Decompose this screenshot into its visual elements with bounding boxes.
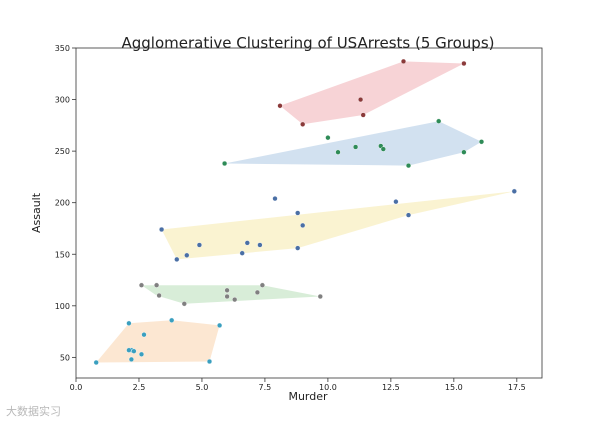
- data-point: [206, 358, 213, 365]
- plot-area: 0.0 2.5 5.0 7.5 10.0 12.5 15.0 17.5 50 100 150 200…: [55, 44, 543, 392]
- cluster-points: [93, 58, 517, 366]
- data-point: [128, 356, 135, 363]
- data-point: [277, 103, 283, 109]
- data-point: [317, 293, 323, 300]
- data-point: [393, 199, 399, 205]
- data-point: [436, 118, 442, 124]
- x-tick-label: 5.0: [196, 383, 209, 392]
- x-tick-label: 17.5: [508, 383, 526, 392]
- data-point: [511, 188, 517, 194]
- watermark-text: 大数据实习: [6, 405, 61, 418]
- data-point: [405, 163, 412, 169]
- cluster-hull-4: [141, 285, 321, 304]
- cluster-hull-3: [161, 191, 515, 260]
- data-point: [138, 282, 145, 288]
- y-axis-label: Assault: [30, 192, 43, 233]
- chart-title: Agglomerative Clustering of USArrests (5…: [122, 34, 495, 52]
- y-tick-label: 350: [55, 44, 70, 53]
- data-point: [232, 297, 238, 303]
- data-point: [184, 252, 190, 258]
- data-point: [156, 292, 162, 299]
- plot-frame: [75, 47, 543, 379]
- y-tick-label: 100: [55, 302, 70, 311]
- x-tick-label: 0.0: [70, 383, 83, 392]
- data-point: [405, 212, 412, 218]
- data-point: [174, 256, 180, 263]
- y-tick-label: 50: [60, 353, 70, 362]
- data-point: [295, 245, 301, 251]
- cluster-hull-5: [96, 320, 220, 363]
- y-axis-ticks: 50 100 150 200 250 300 350: [55, 44, 76, 362]
- data-point: [461, 149, 467, 155]
- y-tick-label: 150: [55, 250, 70, 259]
- data-point: [131, 348, 137, 354]
- data-point: [169, 317, 175, 323]
- data-point: [325, 135, 331, 141]
- data-point: [181, 301, 187, 307]
- data-point: [126, 347, 132, 353]
- data-point: [244, 240, 250, 246]
- data-point: [239, 250, 245, 256]
- data-point: [360, 112, 366, 118]
- data-point: [141, 332, 147, 338]
- data-point: [224, 293, 230, 300]
- x-tick-label: 2.5: [133, 383, 146, 392]
- data-point: [300, 121, 306, 127]
- data-point: [126, 320, 132, 326]
- data-point: [93, 359, 99, 366]
- data-point: [478, 139, 485, 145]
- data-point: [154, 282, 160, 288]
- data-point: [224, 287, 230, 293]
- data-point: [353, 144, 359, 150]
- y-tick-label: 250: [55, 147, 70, 156]
- data-point: [272, 196, 278, 202]
- data-point: [335, 149, 341, 155]
- x-axis-ticks: 0.0 2.5 5.0 7.5 10.0 12.5 15.0 17.5: [70, 378, 526, 392]
- x-tick-label: 7.5: [259, 383, 272, 392]
- y-tick-label: 300: [55, 96, 70, 105]
- x-axis-label: Murder: [288, 390, 328, 403]
- cluster-hull-2: [224, 121, 482, 166]
- x-tick-label: 15.0: [445, 383, 463, 392]
- data-point: [159, 226, 165, 233]
- cluster-hull-1: [280, 61, 464, 125]
- data-point: [358, 96, 364, 103]
- data-point: [222, 160, 228, 167]
- data-point: [254, 289, 261, 296]
- data-point: [138, 351, 145, 357]
- y-tick-label: 200: [55, 199, 70, 208]
- data-point: [257, 242, 263, 248]
- data-point: [461, 60, 467, 67]
- data-point: [217, 322, 223, 329]
- data-point: [400, 58, 407, 65]
- data-point: [259, 282, 266, 288]
- x-tick-label: 10.0: [319, 383, 337, 392]
- data-point: [196, 242, 203, 248]
- data-point: [380, 146, 386, 152]
- x-tick-label: 12.5: [382, 383, 400, 392]
- cluster-hulls: [96, 61, 515, 363]
- watermark-logo: 大数据实习: [6, 403, 61, 419]
- data-point: [300, 222, 306, 229]
- data-point: [295, 210, 301, 216]
